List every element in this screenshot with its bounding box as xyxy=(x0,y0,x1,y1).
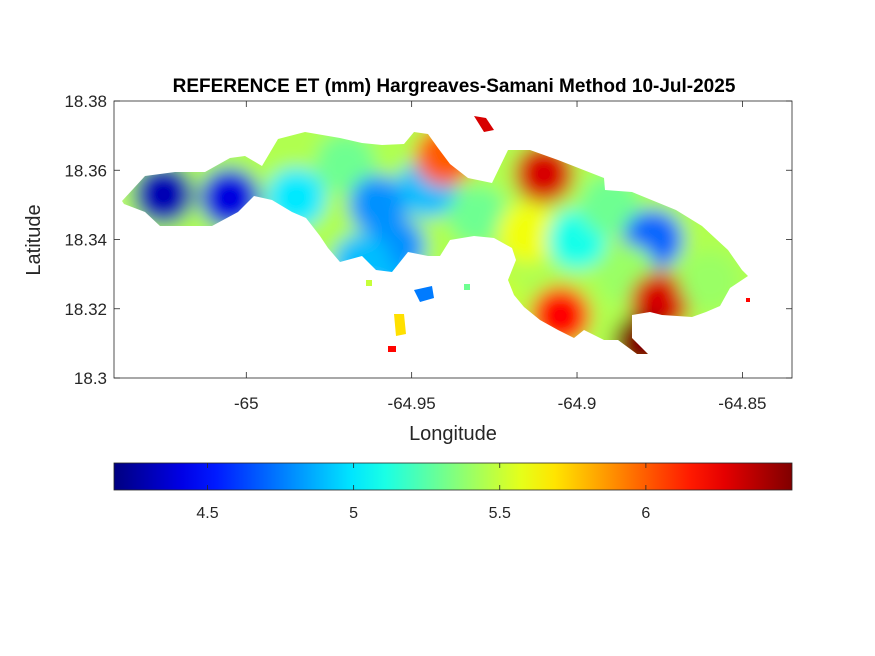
x-tick-label: -64.95 xyxy=(388,394,436,413)
islet-1 xyxy=(394,314,406,336)
islet-0 xyxy=(414,286,434,302)
y-tick-label: 18.36 xyxy=(64,161,107,180)
colorbar-tick-label: 6 xyxy=(641,505,650,522)
colorbar-tick-label: 5 xyxy=(349,505,358,522)
heatmap-hotspot-0 xyxy=(133,164,194,225)
y-tick-label: 18.38 xyxy=(64,92,107,111)
colorbar-ticks: 4.5 5 5.5 6 xyxy=(196,463,650,522)
heatmap-hotspot-11 xyxy=(497,202,558,263)
colorbar-strip xyxy=(113,462,793,491)
x-axis-label: Longitude xyxy=(409,423,497,445)
islet-2 xyxy=(388,346,396,352)
x-tick-label: -65 xyxy=(234,394,259,413)
colorbar: 4.5 5 5.5 6 xyxy=(113,462,793,522)
heatmap-hotspot-19 xyxy=(679,251,740,312)
y-tick-label: 18.34 xyxy=(64,231,107,250)
y-tick-label: 18.32 xyxy=(64,300,107,319)
chart-title: REFERENCE ET (mm) Hargreaves-Samani Meth… xyxy=(173,76,736,97)
heatmap-hotspot-3 xyxy=(315,133,376,194)
colorbar-tick-label: 5.5 xyxy=(489,505,511,522)
islet-5 xyxy=(464,284,470,290)
islet-4 xyxy=(366,280,372,286)
y-tick-label: 18.3 xyxy=(74,369,107,388)
x-tick-label: -64.9 xyxy=(558,394,597,413)
colorbar-tick-label: 4.5 xyxy=(196,505,218,522)
plot-area: -65 -64.95 -64.9 -64.85 18.3 18.32 18.34 18.36… xyxy=(64,92,793,413)
islets xyxy=(366,116,750,352)
islet-6 xyxy=(746,298,750,302)
x-axis: -65 -64.95 -64.9 -64.85 xyxy=(234,101,766,413)
x-tick-label: -64.85 xyxy=(718,394,766,413)
y-axis-label: Latitude xyxy=(23,204,45,275)
y-axis: 18.3 18.32 18.34 18.36 18.38 xyxy=(64,92,792,388)
islet-3 xyxy=(474,116,494,132)
heatmap-hotspot-9 xyxy=(447,185,508,246)
